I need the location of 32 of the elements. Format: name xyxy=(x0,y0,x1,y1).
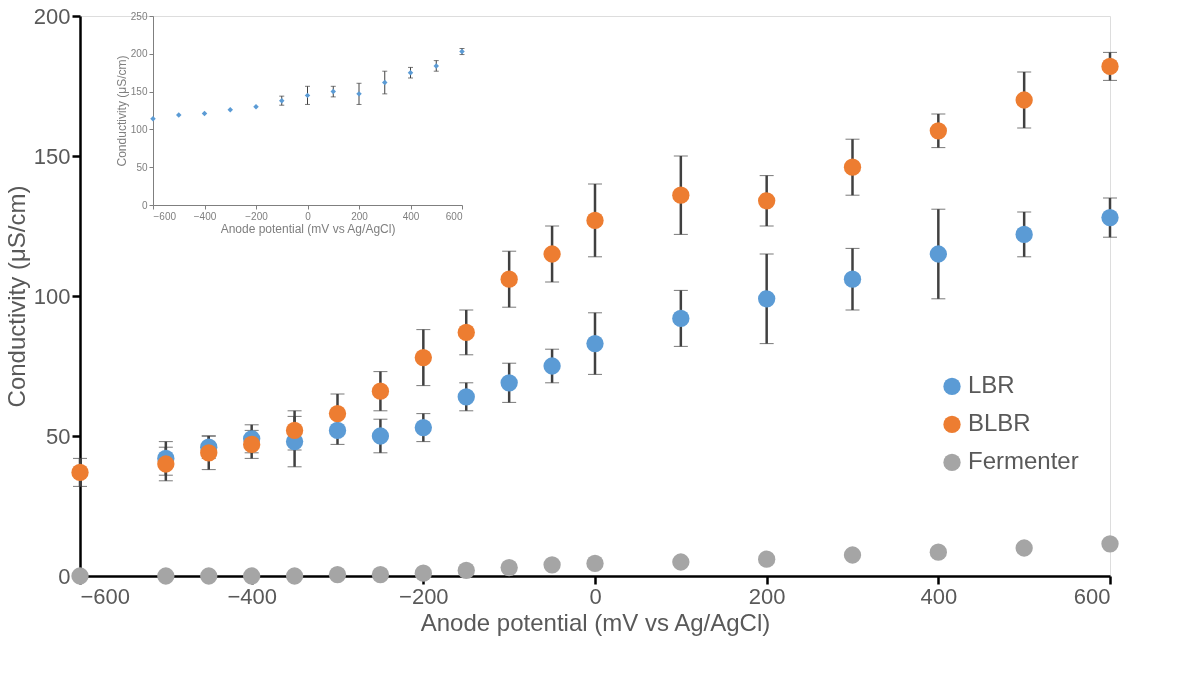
y-tick-label: 250 xyxy=(130,10,148,22)
y-tick-label: 50 xyxy=(46,423,71,449)
x-tick-label: −200 xyxy=(245,210,269,222)
y-axis-title: Conductivity (μS/cm) xyxy=(2,185,30,408)
x-tick-label: 200 xyxy=(351,210,369,222)
y-tick-label: 150 xyxy=(130,86,148,98)
y-tick-label: 0 xyxy=(58,563,71,589)
x-tick-label: −600 xyxy=(80,583,131,609)
x-tick-label: 200 xyxy=(748,583,786,609)
legend-label: Fermenter xyxy=(968,447,1079,475)
x-tick-label: 600 xyxy=(445,210,463,222)
x-axis-title: Anode potential (mV vs Ag/AgCl) xyxy=(420,608,771,636)
x-tick-label: −200 xyxy=(399,583,449,609)
y-tick-label: 0 xyxy=(141,199,148,211)
x-tick-label: 400 xyxy=(402,210,420,222)
y-axis-title: Conductivity (μS/cm) xyxy=(114,55,129,167)
legend-label: LBR xyxy=(968,371,1015,399)
x-tick-label: −400 xyxy=(227,583,277,609)
y-tick-label: 200 xyxy=(33,3,71,29)
x-tick-label: 0 xyxy=(589,583,602,609)
x-tick-label: −600 xyxy=(153,210,177,222)
x-tick-label: 600 xyxy=(1073,583,1111,609)
y-tick-label: 150 xyxy=(33,143,71,169)
y-tick-label: 100 xyxy=(33,283,71,309)
y-tick-label: 200 xyxy=(130,48,148,60)
x-tick-label: 0 xyxy=(305,210,312,222)
y-tick-label: 50 xyxy=(136,161,148,173)
x-tick-label: −400 xyxy=(193,210,217,222)
x-axis-title: Anode potential (mV vs Ag/AgCl) xyxy=(220,221,396,236)
y-tick-label: 100 xyxy=(130,123,148,135)
x-tick-label: 400 xyxy=(920,583,958,609)
legend-label: BLBR xyxy=(968,409,1031,437)
